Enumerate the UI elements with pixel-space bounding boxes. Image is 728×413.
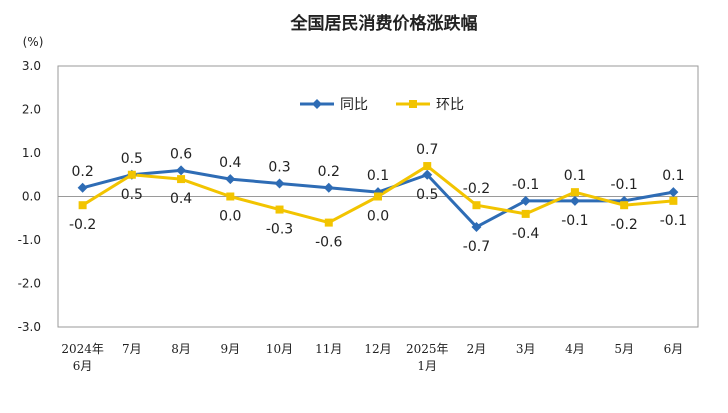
y-tick-label: 1.0: [22, 146, 41, 160]
y-tick-label: 2.0: [22, 103, 41, 117]
data-point-yoy: [323, 182, 334, 193]
data-label-mom: -0.3: [266, 222, 293, 238]
data-point-mom: [423, 162, 432, 171]
data-label-yoy: 0.5: [416, 187, 438, 203]
legend-label: 环比: [436, 97, 464, 113]
data-label-yoy: 0.5: [121, 151, 143, 167]
data-label-mom: -0.4: [512, 226, 539, 242]
data-labels: 0.2 -0.2 0.5 0.5 0.6 0.4 0.4 0.0 0.3 -0.3 0.2 -0.6 0…: [69, 142, 687, 255]
data-label-yoy: 0.1: [662, 168, 684, 184]
data-point-yoy: [668, 187, 679, 198]
data-label-mom: -0.6: [315, 235, 342, 251]
x-tick-label: 2025年 1月: [406, 342, 449, 373]
data-point-yoy: [471, 221, 482, 232]
data-point-mom: [669, 196, 678, 205]
data-point-yoy: [520, 195, 531, 206]
x-tick-label: 2月: [467, 342, 487, 356]
x-axis: 2024年 6月 7月 8月 9月 10月 11月 12月 2025年 1月 2月 3月 4月 5月 6月: [61, 342, 683, 373]
x-tick-label: 8月: [171, 342, 191, 356]
legend-marker-icon: [409, 100, 417, 108]
data-label-yoy: 0.3: [268, 159, 290, 175]
x-tick-label: 11月: [315, 342, 342, 356]
data-point-yoy: [176, 165, 187, 176]
y-tick-label: 0.0: [22, 190, 41, 204]
x-tick-label: 5月: [614, 342, 634, 356]
y-tick-label: 3.0: [22, 59, 41, 73]
x-tick-label: 12月: [364, 342, 391, 356]
x-tick-label: 2024年 6月: [61, 342, 104, 373]
data-point-yoy: [225, 174, 236, 185]
legend: 同比 环比: [300, 97, 464, 113]
y-tick-label: -1.0: [18, 233, 41, 247]
data-point-mom: [521, 209, 530, 218]
x-tick-label: 10月: [266, 342, 293, 356]
y-axis-unit: (%): [23, 35, 44, 49]
data-point-mom: [374, 192, 382, 201]
y-tick-label: -3.0: [18, 320, 41, 334]
data-label-mom: 0.0: [367, 209, 389, 225]
data-label-yoy: 0.2: [71, 164, 93, 180]
data-point-mom: [570, 188, 579, 197]
data-label-yoy: 0.4: [219, 155, 241, 171]
data-label-mom: 0.5: [121, 187, 143, 203]
series-layer: [77, 162, 679, 232]
data-point-yoy: [569, 195, 580, 206]
data-label-mom: 0.4: [170, 191, 192, 207]
legend-marker-icon: [312, 99, 322, 109]
data-point-yoy: [274, 178, 285, 189]
x-tick-label: 9月: [220, 342, 240, 356]
data-label-mom: -0.2: [69, 217, 96, 233]
data-point-mom: [127, 170, 136, 179]
data-label-yoy: 0.6: [170, 146, 192, 162]
data-label-mom: 0.1: [564, 168, 586, 184]
data-point-mom: [620, 201, 629, 210]
data-label-mom: -0.1: [660, 213, 687, 229]
x-tick-label: 4月: [565, 342, 585, 356]
data-label-mom: 0.7: [416, 142, 438, 158]
data-point-yoy: [77, 182, 88, 193]
data-label-mom: -0.2: [463, 181, 490, 197]
x-tick-label: 3月: [516, 342, 536, 356]
y-tick-label: -2.0: [18, 277, 41, 291]
chart-title: 全国居民消费价格涨跌幅: [290, 13, 478, 34]
data-point-mom: [177, 175, 186, 184]
data-label-yoy: -0.1: [561, 213, 588, 229]
data-point-mom: [275, 205, 284, 214]
data-point-mom: [472, 201, 481, 210]
data-label-yoy: -0.1: [512, 177, 539, 193]
x-tick-label: 7月: [122, 342, 142, 356]
data-label-yoy: 0.1: [367, 168, 389, 184]
data-point-mom: [226, 192, 235, 201]
x-tick-label: 6月: [664, 342, 684, 356]
legend-label: 同比: [340, 97, 368, 113]
data-point-mom: [78, 201, 87, 210]
y-axis: 3.0 2.0 1.0 0.0 -1.0 -2.0 -3.0: [18, 59, 41, 334]
data-point-mom: [324, 218, 333, 227]
data-label-yoy: -0.1: [610, 177, 637, 193]
data-label-yoy: -0.7: [463, 239, 490, 255]
data-label-yoy: 0.2: [318, 164, 340, 180]
data-label-mom: -0.2: [610, 217, 637, 233]
data-point-yoy: [422, 169, 433, 180]
data-label-mom: 0.0: [219, 209, 241, 225]
